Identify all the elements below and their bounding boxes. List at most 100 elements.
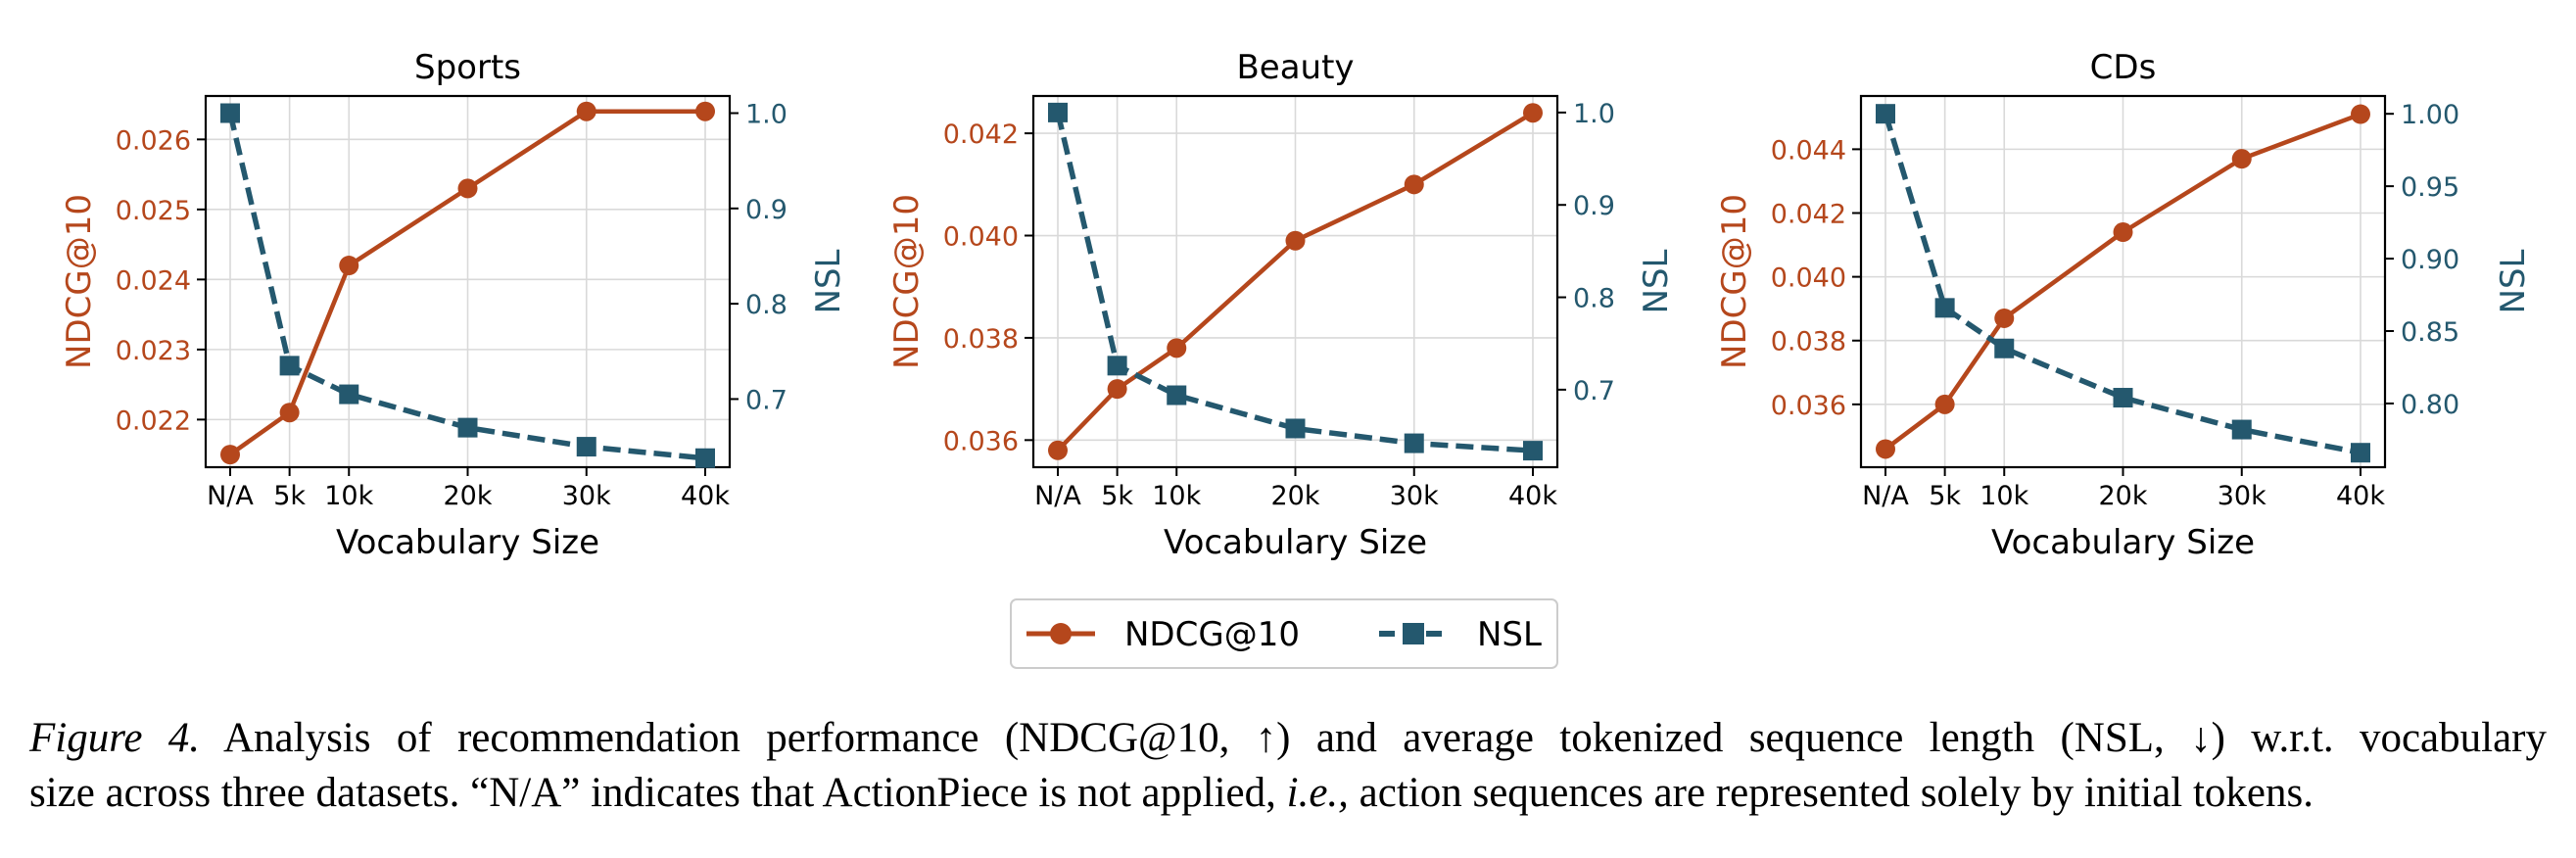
data-point-ndcg [2351, 104, 2370, 124]
legend-marker-nsl [1403, 623, 1424, 644]
y-tick-label: 0.036 [1771, 391, 1846, 421]
y-tick-label: 0.038 [1771, 327, 1846, 358]
data-point-nsl [1285, 418, 1306, 439]
x-axis-label: Vocabulary Size [336, 523, 599, 562]
x-axis-label: Vocabulary Size [1991, 523, 2255, 562]
x-tick-label: 5k [1929, 481, 1961, 511]
y2-axis-label: NSL [809, 249, 848, 313]
series-line-nsl [1055, 112, 1534, 453]
y-tick-label: 0.026 [116, 125, 191, 156]
data-point-nsl [1048, 102, 1068, 122]
x-tick-label: 30k [562, 481, 611, 511]
data-point-ndcg [695, 101, 715, 121]
data-point-ndcg [1523, 103, 1543, 123]
y2-tick-label: 0.8 [745, 290, 787, 320]
data-point-ndcg [1285, 230, 1306, 251]
y2-tick-label: 1.0 [745, 100, 787, 130]
legend-label-nsl: NSL [1477, 615, 1542, 654]
y-tick-label: 0.044 [1771, 135, 1846, 166]
y-tick-label: 0.025 [116, 196, 191, 226]
data-point-nsl [576, 437, 596, 457]
data-point-nsl [457, 417, 478, 438]
y-tick-label: 0.022 [116, 405, 191, 436]
data-point-ndcg [1876, 439, 1895, 459]
figure: N/A 5k 10k 20k 30k 40k 0.022 0.023 0.024 0.025 0.0… [60, 48, 2533, 669]
y-tick-label: 0.042 [943, 119, 1019, 150]
data-point-nsl [279, 356, 300, 376]
plot-frame [1031, 94, 1559, 469]
data-point-nsl [2113, 388, 2133, 408]
data-point-ndcg [220, 445, 240, 465]
y-axis-label: NDCG@10 [60, 194, 99, 369]
x-tick-label: N/A [207, 481, 254, 511]
chart-panel-sports: N/A 5k 10k 20k 30k 40k 0.022 0.023 0.024 0.025 0.0… [60, 48, 848, 562]
data-point-ndcg [2231, 149, 2252, 169]
caption-text-2b: action sequences are represented solely … [1348, 770, 2314, 816]
y2-tick-label: 0.9 [745, 195, 787, 225]
data-point-ndcg [1934, 394, 1955, 414]
y-tick-label: 0.023 [116, 336, 191, 366]
y-tick-label: 0.036 [943, 426, 1019, 456]
x-tick-label: 40k [681, 481, 730, 511]
legend: NDCG@10 NSL [1010, 598, 1558, 669]
legend-marker-ndcg [1050, 623, 1072, 644]
series-line-nsl [227, 112, 706, 461]
y-axis-label: NDCG@10 [887, 194, 927, 369]
legend-box [1010, 598, 1558, 669]
plot-frame [204, 94, 732, 469]
x-tick-label: 10k [324, 481, 373, 511]
data-point-nsl [1934, 298, 1955, 318]
y2-tick-label: 1.00 [2401, 100, 2459, 130]
caption-label: Figure 4. [29, 715, 201, 761]
data-point-nsl [1167, 385, 1187, 405]
y2-tick-label: 0.7 [745, 385, 787, 415]
x-tick-label: 30k [2218, 481, 2266, 511]
data-point-ndcg [2113, 222, 2133, 243]
data-point-nsl [2231, 419, 2252, 440]
chart-panel-cds: N/A 5k 10k 20k 30k 40k 0.036 0.038 0.040 0.042 0.0… [1715, 48, 2533, 562]
x-tick-label: 20k [444, 481, 493, 511]
y2-tick-label: 0.7 [1573, 376, 1615, 406]
x-tick-label: 40k [2336, 481, 2385, 511]
data-point-ndcg [1048, 440, 1068, 460]
data-point-ndcg [457, 178, 478, 199]
figure-caption: Figure 4. Analysis of recommendation per… [29, 711, 2547, 821]
plot-frame [1859, 94, 2387, 469]
chart-title: Sports [414, 48, 521, 87]
y2-tick-label: 0.95 [2401, 172, 2459, 203]
data-point-nsl [695, 448, 715, 468]
caption-text-2a: size across three datasets. “N/A” indica… [29, 770, 1287, 816]
caption-text-line2: size across three datasets. “N/A” indica… [29, 766, 2547, 821]
caption-text-line1: Figure 4. Analysis of recommendation per… [29, 715, 2547, 761]
caption-ie: i.e., [1286, 770, 1349, 816]
caption-text-1: Analysis of recommendation performance (… [200, 715, 2547, 761]
y2-tick-label: 0.8 [1573, 284, 1615, 314]
y2-tick-label: 1.0 [1573, 99, 1615, 129]
chart-title: CDs [2090, 48, 2157, 87]
y-tick-label: 0.024 [116, 265, 191, 296]
data-point-nsl [220, 103, 240, 123]
data-point-nsl [2351, 443, 2370, 463]
data-point-ndcg [1167, 338, 1187, 358]
series-line-ndcg10 [1056, 111, 1535, 453]
x-axis-label: Vocabulary Size [1164, 523, 1427, 562]
data-point-nsl [1994, 338, 2015, 358]
series-line-ndcg10 [228, 109, 705, 456]
y2-axis-label: NSL [2494, 249, 2533, 313]
y2-tick-label: 0.9 [1573, 191, 1615, 221]
x-tick-label: 5k [1101, 481, 1133, 511]
data-point-nsl [1404, 433, 1424, 453]
data-point-ndcg [1404, 174, 1424, 195]
y2-tick-label: 0.80 [2401, 390, 2459, 420]
y2-tick-label: 0.90 [2401, 245, 2459, 275]
x-tick-label: 20k [1271, 481, 1320, 511]
data-point-nsl [1107, 356, 1127, 376]
data-point-nsl [339, 384, 359, 405]
y-axis-label: NDCG@10 [1715, 194, 1754, 369]
series-line-ndcg10 [1884, 112, 2361, 452]
data-point-ndcg [339, 256, 359, 276]
x-tick-label: N/A [1034, 481, 1081, 511]
data-point-ndcg [1107, 379, 1127, 400]
legend-label-ndcg: NDCG@10 [1124, 615, 1300, 654]
x-tick-label: 10k [1980, 481, 2028, 511]
